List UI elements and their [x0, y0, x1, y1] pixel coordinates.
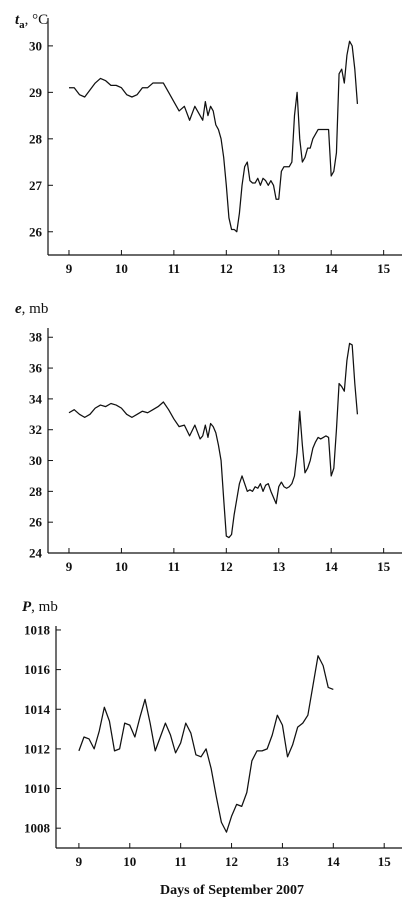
vapor-pressure-y-tick-label: 24 [29, 546, 43, 561]
vapor-pressure-y-tick-label: 36 [29, 361, 43, 376]
temperature-series-line [68, 40, 359, 233]
vapor-pressure-x-tick-label: 11 [168, 559, 180, 574]
temperature-y-tick-label: 29 [29, 85, 43, 100]
vapor-pressure-y-tick-label: 34 [29, 391, 43, 406]
vapor-pressure-y-tick-label: 32 [29, 422, 42, 437]
pressure-y-tick-label: 1018 [24, 622, 51, 637]
temperature-x-tick-label: 13 [272, 261, 286, 276]
pressure-y-tick-label: 1014 [24, 702, 51, 717]
vapor-pressure-x-tick-label: 14 [325, 559, 339, 574]
pressure-x-tick-label: 9 [76, 854, 83, 869]
pressure-axis-unit: , mb [31, 599, 58, 615]
pressure-x-tick-label: 10 [123, 854, 136, 869]
vapor-pressure-axis-unit: , mb [22, 301, 49, 317]
vapor-pressure-y-tick-label: 30 [29, 453, 42, 468]
x-axis-title: Days of September 2007 [160, 883, 304, 898]
vapor-pressure-x-tick-label: 12 [220, 559, 233, 574]
vapor-pressure-y-tick-label: 28 [29, 484, 43, 499]
vapor-pressure-axis-symbol: e [15, 301, 22, 317]
pressure-x-tick-label: 13 [276, 854, 290, 869]
vapor-pressure-x-tick-label: 10 [115, 559, 128, 574]
temperature-x-tick-label: 14 [325, 261, 339, 276]
temperature-x-tick-label: 12 [220, 261, 233, 276]
temperature-axis-label: ta, °C [15, 12, 48, 31]
vapor-pressure-x-tick-label: 13 [272, 559, 286, 574]
temperature-x-tick-label: 9 [66, 261, 73, 276]
temperature-axis-symbol: t [15, 12, 20, 28]
temperature-x-tick-label: 10 [115, 261, 128, 276]
vapor-pressure-y-tick-label: 26 [29, 515, 43, 530]
pressure-y-tick-label: 1016 [24, 662, 51, 677]
pressure-axis-label: P, mb [22, 599, 58, 615]
temperature-x-tick-label: 11 [168, 261, 180, 276]
temperature-y-tick-label: 26 [29, 224, 43, 239]
pressure-y-tick-label: 1008 [24, 821, 51, 836]
temperature-y-tick-label: 28 [29, 131, 43, 146]
vapor-pressure-axis-label: e, mb [15, 301, 48, 317]
temperature-axis-unit: , °C [25, 12, 49, 28]
temperature-x-tick-label: 15 [377, 261, 391, 276]
pressure-y-tick-label: 1010 [24, 781, 50, 796]
temperature-y-tick-label: 27 [29, 178, 43, 193]
pressure-x-tick-label: 15 [378, 854, 392, 869]
temperature-y-tick-label: 30 [29, 38, 42, 53]
pressure-series-line [78, 655, 334, 833]
vapor-pressure-x-tick-label: 15 [377, 559, 391, 574]
atmospheric-pressure-panel: P, mb Days of September 2007 10081010101… [22, 599, 402, 898]
vapor-pressure-panel: e, mb 24 26 28 30 32 34 36 38 9 10 11 12 13 14 15 [15, 301, 402, 574]
vapor-pressure-y-tick-label: 38 [29, 330, 43, 345]
pressure-x-tick-label: 11 [175, 854, 187, 869]
vapor-pressure-series-line [68, 342, 359, 539]
pressure-x-tick-label: 14 [327, 854, 341, 869]
temperature-axis-subscript: a [19, 19, 25, 31]
vapor-pressure-x-tick-label: 9 [66, 559, 73, 574]
pressure-axis-symbol: P [22, 599, 32, 615]
pressure-x-tick-label: 12 [225, 854, 238, 869]
air-temperature-panel: ta, °C 26 27 28 29 30 9 10 11 12 13 14 15 [15, 12, 402, 276]
pressure-y-tick-label: 1012 [24, 741, 50, 756]
